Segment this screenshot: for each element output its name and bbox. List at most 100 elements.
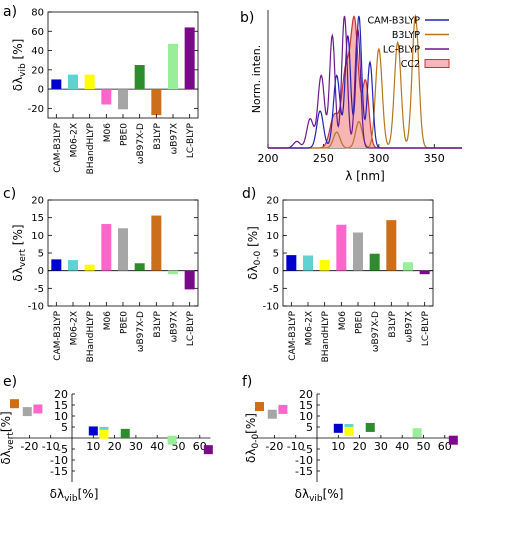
bar — [184, 27, 195, 90]
point — [22, 407, 32, 417]
x-tick-label: ωB97X-D — [371, 311, 381, 352]
panel-label-e: e) — [3, 374, 17, 390]
bar — [403, 262, 413, 271]
x-tick-label: B3LYP — [153, 122, 163, 149]
x-tick-label: LC-BLYP — [186, 310, 196, 346]
y-axis-label: Norm. inten. — [250, 45, 263, 114]
y-axis-label: δλ0-0[%] — [244, 413, 261, 463]
y-tick-label: -10 — [50, 454, 68, 467]
y-tick-label: 15 — [266, 213, 279, 224]
bar — [168, 270, 178, 275]
x-tick-label: M06-2X — [70, 311, 80, 345]
point — [9, 399, 19, 409]
y-tick-label: 20 — [299, 388, 313, 401]
point — [412, 428, 422, 438]
x-tick-label: M06 — [338, 311, 348, 330]
chart-root: -20 0 20 40 60 80 CAM-B3LYP M06-2X BHandHLYP M06 P… — [0, 8, 462, 504]
x-tick-label: M06 — [103, 311, 113, 330]
point — [33, 404, 43, 414]
point — [88, 426, 98, 436]
point — [203, 445, 213, 455]
x-tick-label: 50 — [417, 440, 431, 453]
y-tick-label: 5 — [306, 421, 313, 434]
point — [344, 426, 354, 436]
y-tick-label: 0 — [38, 266, 44, 277]
series-line — [268, 15, 462, 149]
bar — [151, 215, 162, 271]
x-tick-label: 10 — [331, 440, 345, 453]
x-tick-label: PBE0 — [120, 311, 130, 334]
x-tick-label: M06 — [103, 123, 113, 142]
y-tick-label: -20 — [28, 104, 44, 115]
bar — [101, 224, 112, 271]
x-tick-label: 60 — [438, 440, 452, 453]
bar — [184, 270, 195, 290]
x-tick-label: 10 — [86, 440, 100, 453]
y-axis-label: δλvib [%] — [11, 39, 28, 92]
legend-label: B3LYP — [392, 30, 420, 41]
point — [99, 429, 109, 439]
x-tick-label: 300 — [368, 152, 389, 165]
panel-label-d: d) — [242, 186, 256, 202]
x-tick-label: B3LYP — [153, 310, 163, 337]
spectrum-chart-b: 200 250 300 350 λ [nm] Norm. inten. CAM-B3LYP B… — [250, 10, 462, 183]
x-tick-label: 40 — [395, 440, 409, 453]
y-tick-label: 10 — [266, 231, 279, 242]
bar — [51, 79, 62, 90]
x-axis-label: δλvib[%] — [295, 487, 344, 504]
y-tick-label: 5 — [61, 421, 68, 434]
series-fill — [268, 16, 462, 149]
y-axis-label: δλ0-0 [%] — [246, 226, 263, 280]
bar — [369, 253, 380, 271]
panel-label-b: b) — [240, 10, 254, 26]
bar — [84, 74, 95, 90]
x-axis-label: λ [nm] — [345, 169, 385, 183]
point — [254, 402, 264, 412]
x-axis-label: δλvib[%] — [50, 487, 99, 504]
bar — [151, 89, 162, 116]
panel-label-c: c) — [3, 186, 16, 202]
x-tick-label: CAM-B3LYP — [53, 122, 63, 172]
x-tick-label: 20 — [108, 440, 122, 453]
bar — [319, 260, 330, 271]
x-tick-label: CAM-B3LYP — [288, 310, 298, 360]
panel-label-a: a) — [3, 4, 17, 20]
x-tick-label: BHandHLYP — [321, 310, 331, 362]
y-tick-label: 0 — [38, 85, 44, 96]
y-tick-label: 10 — [299, 410, 313, 423]
bar — [286, 255, 297, 271]
y-tick-label: 40 — [31, 46, 44, 57]
bar — [51, 259, 62, 271]
bar — [353, 232, 363, 271]
scatter-chart-e: -20 -10 10 20 30 40 50 60-15-10-55101520δλvert[… — [0, 388, 213, 504]
x-tick-label: -10 — [42, 440, 60, 453]
x-tick-label: ωB97X-D — [136, 311, 146, 352]
y-tick-label: -10 — [263, 302, 279, 313]
bar-chart-d: -10 -5 0 5 10 15 20 CAM-B3LYP M06-2X BHandHLYP M06… — [246, 196, 434, 362]
x-tick-label: LC-BLYP — [186, 122, 196, 158]
bar — [168, 43, 178, 90]
scatter-chart-f: -20 -10 10 20 30 40 50 60-15-10-55101520δλ0-0[%… — [244, 388, 458, 504]
y-tick-label: 5 — [38, 249, 44, 260]
y-tick-label: 20 — [31, 65, 44, 76]
y-tick-label: 10 — [54, 410, 68, 423]
y-tick-label: 0 — [273, 266, 279, 277]
y-tick-label: -10 — [295, 454, 313, 467]
x-tick-label: BHandHLYP — [86, 122, 96, 174]
legend-swatch — [424, 59, 450, 68]
y-tick-label: -15 — [295, 465, 313, 478]
bar — [134, 65, 145, 90]
y-tick-label: 20 — [54, 388, 68, 401]
legend-label: CC2 — [401, 59, 420, 70]
y-tick-label: -5 — [34, 284, 44, 295]
bar — [68, 260, 78, 271]
x-tick-label: 30 — [374, 440, 388, 453]
point — [120, 428, 130, 438]
x-tick-label: -10 — [287, 440, 305, 453]
bar — [118, 228, 128, 271]
x-tick-label: 200 — [258, 152, 279, 165]
x-tick-label: ωB97X-D — [136, 123, 146, 164]
x-tick-label: 40 — [150, 440, 164, 453]
y-tick-label: 15 — [54, 399, 68, 412]
